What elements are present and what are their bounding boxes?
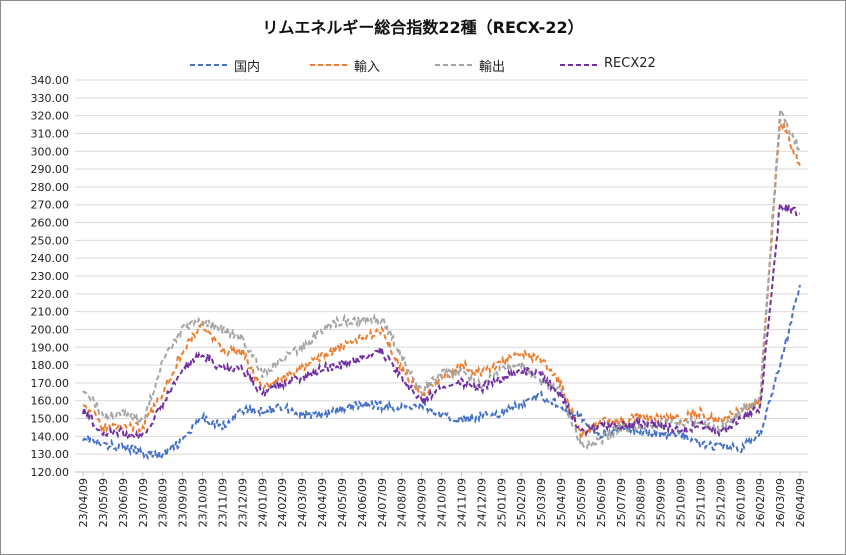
x-tick-label-4: 23/08/09 [157, 478, 170, 527]
y-tick-label-20: 320.00 [31, 110, 70, 123]
x-tick-label-21: 25/01/09 [495, 478, 508, 527]
x-tick-label-0: 23/04/09 [77, 478, 90, 527]
x-tick-label-18: 24/10/09 [436, 478, 449, 527]
y-tick-label-14: 260.00 [31, 217, 70, 230]
x-tick-label-31: 25/11/09 [694, 478, 707, 527]
x-tick-label-34: 26/02/09 [754, 478, 767, 527]
x-tick-label-29: 25/09/09 [655, 478, 668, 527]
x-tick-label-24: 25/04/09 [555, 478, 568, 527]
x-tick-label-11: 24/03/09 [296, 478, 309, 527]
x-tick-label-33: 26/01/09 [734, 478, 747, 527]
x-tick-label-35: 26/03/09 [774, 478, 787, 527]
y-tick-label-16: 280.00 [31, 181, 70, 194]
y-tick-label-2: 140.00 [31, 430, 70, 443]
x-tick-label-13: 24/05/09 [336, 478, 349, 527]
series-line-1 [82, 119, 801, 443]
y-tick-label-17: 290.00 [31, 163, 70, 176]
x-tick-label-1: 23/05/09 [97, 478, 110, 527]
x-tick-label-3: 23/07/09 [137, 478, 150, 527]
y-tick-label-21: 330.00 [31, 92, 70, 105]
y-tick-label-6: 180.00 [31, 359, 70, 372]
y-tick-label-7: 190.00 [31, 341, 70, 354]
x-tick-label-20: 24/12/09 [475, 478, 488, 527]
y-tick-label-12: 240.00 [31, 252, 70, 265]
legend-label-recx22: RECX22 [604, 56, 656, 71]
y-tick-label-1: 130.00 [31, 448, 70, 461]
x-tick-label-14: 24/06/09 [356, 478, 369, 527]
series-line-3 [82, 200, 801, 442]
x-tick-label-19: 24/11/09 [455, 478, 468, 527]
y-tick-label-0: 120.00 [31, 466, 70, 479]
y-tick-label-15: 270.00 [31, 199, 70, 212]
y-tick-label-18: 300.00 [31, 145, 70, 158]
y-tick-label-5: 170.00 [31, 377, 70, 390]
series-line-2 [82, 108, 801, 451]
y-tick-label-10: 220.00 [31, 288, 70, 301]
x-tick-label-25: 25/05/09 [575, 478, 588, 527]
x-tick-label-7: 23/11/09 [216, 478, 229, 527]
x-tick-label-10: 24/02/09 [276, 478, 289, 527]
x-tick-label-28: 25/08/09 [635, 478, 648, 527]
legend-label-yushutsu: 輸出 [479, 60, 506, 75]
y-tick-label-22: 340.00 [31, 74, 70, 87]
x-tick-label-26: 25/06/09 [595, 478, 608, 527]
y-tick-label-3: 150.00 [31, 413, 70, 426]
x-tick-label-15: 24/07/09 [376, 478, 389, 527]
x-tick-label-27: 25/07/09 [615, 478, 628, 527]
series-line-0 [82, 284, 801, 462]
x-tick-label-22: 25/02/09 [515, 478, 528, 527]
x-tick-label-2: 23/06/09 [117, 478, 130, 527]
y-tick-label-9: 210.00 [31, 306, 70, 319]
legend-label-yunyu: 輸入 [354, 60, 381, 75]
x-tick-label-30: 25/10/09 [675, 478, 688, 527]
legend: 国内 輸入 輸出 RECX22 [0, 56, 846, 75]
x-tick-label-36: 26/04/09 [794, 478, 807, 527]
x-tick-label-9: 24/01/09 [256, 478, 269, 527]
x-tick-label-23: 25/03/09 [535, 478, 548, 527]
y-tick-label-11: 230.00 [31, 270, 70, 283]
y-tick-label-19: 310.00 [31, 127, 70, 140]
legend-label-kokunai: 国内 [234, 60, 261, 75]
x-tick-label-32: 25/12/09 [714, 478, 727, 527]
y-tick-label-8: 200.00 [31, 323, 70, 336]
x-tick-label-12: 24/04/09 [316, 478, 329, 527]
x-tick-label-16: 24/08/09 [396, 478, 409, 527]
chart-title: リムエネルギー総合指数22種（RECX-22） [262, 18, 584, 37]
y-tick-label-4: 160.00 [31, 395, 70, 408]
x-tick-label-5: 23/09/09 [177, 478, 190, 527]
x-tick-label-6: 23/10/09 [197, 478, 210, 527]
x-tick-label-17: 24/09/09 [416, 478, 429, 527]
y-tick-label-13: 250.00 [31, 234, 70, 247]
x-tick-label-8: 23/12/09 [236, 478, 249, 527]
